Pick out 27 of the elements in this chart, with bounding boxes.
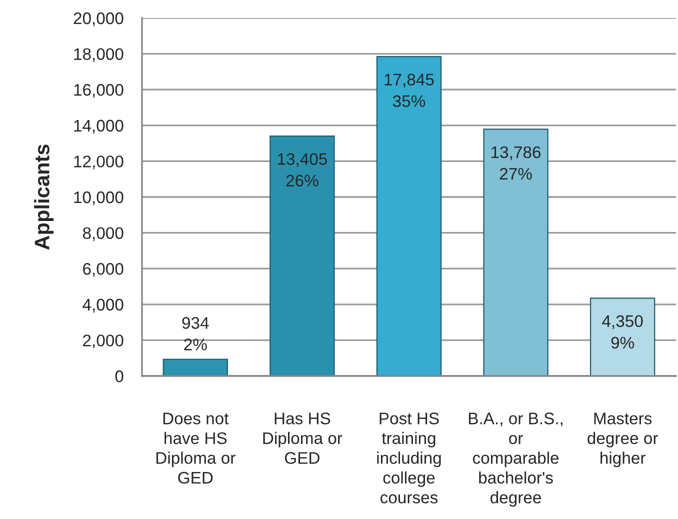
y-tick-label: 8,000	[82, 227, 124, 241]
y-tick-label: 2,000	[83, 334, 124, 348]
bar	[376, 56, 442, 376]
y-tick-label: 0	[115, 370, 124, 382]
x-tick-label: B.A., or B.S., or comparable bachelor's degree	[468, 412, 562, 507]
bar	[270, 135, 335, 376]
bar	[162, 358, 228, 376]
y-tick-label: 20,000	[74, 12, 124, 26]
y-tick-label: 4,000	[82, 298, 124, 313]
y-tick-label: 10,000	[74, 191, 124, 206]
data-label: 13,786 27%	[492, 146, 541, 180]
data-label: 17,845 35%	[384, 74, 434, 108]
x-tick-label: Post HS training including college courses	[377, 412, 441, 504]
x-tick-label: Has HS Diploma or GED	[263, 412, 342, 464]
y-tick-label: 16,000	[74, 84, 124, 98]
bar	[590, 298, 656, 376]
y-tick-label: 14,000	[74, 120, 124, 134]
y-axis-title: Applicants	[34, 144, 54, 250]
data-label: 4,350 9%	[602, 315, 643, 349]
x-tick-label: Masters degree or higher	[588, 412, 658, 468]
x-tick-label: Does not have HS Diploma or GED	[156, 412, 236, 484]
y-tick-label: 6,000	[83, 263, 124, 277]
data-label: 934 2%	[182, 317, 209, 350]
y-tick-label: 12,000	[74, 156, 124, 170]
y-tick-label: 18,000	[74, 48, 124, 62]
data-label: 13,405 26%	[278, 153, 327, 187]
bar	[483, 128, 548, 376]
